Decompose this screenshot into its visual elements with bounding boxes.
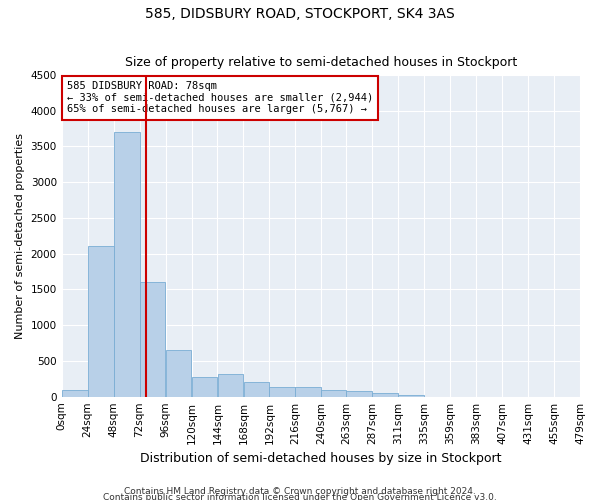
Bar [372, 393, 398, 396]
Text: Contains HM Land Registry data © Crown copyright and database right 2024.: Contains HM Land Registry data © Crown c… [124, 487, 476, 496]
Bar [88, 246, 113, 396]
Bar [269, 388, 295, 396]
Bar [398, 394, 424, 396]
Bar [346, 391, 372, 396]
Text: 585 DIDSBURY ROAD: 78sqm
← 33% of semi-detached houses are smaller (2,944)
65% o: 585 DIDSBURY ROAD: 78sqm ← 33% of semi-d… [67, 82, 373, 114]
X-axis label: Distribution of semi-detached houses by size in Stockport: Distribution of semi-detached houses by … [140, 452, 502, 465]
Bar [295, 386, 322, 396]
Bar [62, 390, 88, 396]
Bar [322, 390, 346, 396]
Bar [113, 132, 140, 396]
Y-axis label: Number of semi-detached properties: Number of semi-detached properties [15, 133, 25, 339]
Title: Size of property relative to semi-detached houses in Stockport: Size of property relative to semi-detach… [125, 56, 517, 70]
Bar [191, 376, 217, 396]
Bar [218, 374, 244, 396]
Bar [140, 282, 166, 397]
Bar [244, 382, 269, 396]
Text: 585, DIDSBURY ROAD, STOCKPORT, SK4 3AS: 585, DIDSBURY ROAD, STOCKPORT, SK4 3AS [145, 8, 455, 22]
Text: Contains public sector information licensed under the Open Government Licence v3: Contains public sector information licen… [103, 492, 497, 500]
Bar [166, 350, 191, 397]
